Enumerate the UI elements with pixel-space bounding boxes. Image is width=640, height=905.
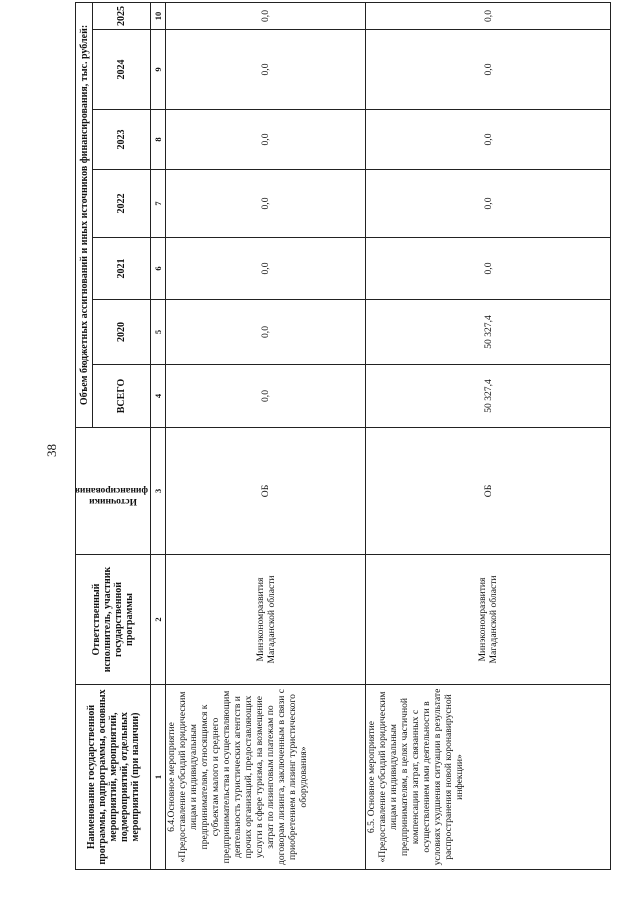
header-name: Наименование государственной программы, … (75, 684, 151, 870)
funding-value: 0,0 (365, 2, 611, 30)
year-header: 2020 (92, 299, 151, 365)
header-executor: Ответственный исполнитель, участник госу… (75, 554, 151, 685)
funding-value: 0,0 (365, 237, 611, 300)
year-header: 2024 (92, 29, 151, 110)
year-header: 2025 (92, 2, 151, 30)
funding-value: 0,0 (165, 109, 366, 170)
funding-value: 0,0 (165, 364, 366, 428)
funding-table: Наименование государственной программы, … (75, 2, 611, 870)
column-number: 7 (150, 169, 166, 238)
program-name: 6.4.Основное мероприятие «Предоставление… (165, 684, 366, 870)
funding-value: 50 327,4 (365, 364, 611, 428)
funding-value: 0,0 (165, 169, 366, 238)
funding-value: 0,0 (365, 109, 611, 170)
year-header: 2021 (92, 237, 151, 300)
column-number: 8 (150, 109, 166, 170)
column-number: 1 (150, 684, 166, 870)
page-number: 38 (44, 444, 59, 457)
executor: Минэкономразвития Магаданской области (365, 554, 611, 685)
program-name: 6.5. Основное мероприятие «Предоставлени… (365, 684, 611, 870)
funding-value: 0,0 (165, 237, 366, 300)
column-number: 10 (150, 2, 166, 30)
funding-value: 0,0 (365, 29, 611, 110)
column-number: 3 (150, 427, 166, 555)
year-header: 2022 (92, 169, 151, 238)
year-header: ВСЕГО (92, 364, 151, 428)
column-number: 4 (150, 364, 166, 428)
funding-value: 0,0 (165, 299, 366, 365)
funding-source: ОБ (165, 427, 366, 555)
funding-source: ОБ (365, 427, 611, 555)
funding-value: 0,0 (165, 29, 366, 110)
executor: Минэкономразвития Магаданской области (165, 554, 366, 685)
column-number: 5 (150, 299, 166, 365)
column-number: 6 (150, 237, 166, 300)
funding-value: 0,0 (365, 169, 611, 238)
header-source: Источники финансирования (75, 427, 151, 555)
funding-value: 50 327,4 (365, 299, 611, 365)
column-number: 2 (150, 554, 166, 685)
funding-value: 0,0 (165, 2, 366, 30)
year-header: 2023 (92, 109, 151, 170)
column-number: 9 (150, 29, 166, 110)
header-source-text: Источники финансирования (75, 485, 149, 506)
header-funding: Объем бюджетных ассигнований и иных исто… (75, 2, 93, 428)
